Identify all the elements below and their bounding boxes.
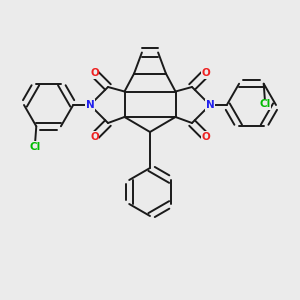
Text: Cl: Cl bbox=[29, 142, 40, 152]
Text: O: O bbox=[201, 68, 210, 79]
Text: N: N bbox=[85, 100, 94, 110]
Text: O: O bbox=[90, 131, 99, 142]
Text: N: N bbox=[206, 100, 214, 110]
Text: O: O bbox=[201, 131, 210, 142]
Text: O: O bbox=[90, 68, 99, 79]
Text: Cl: Cl bbox=[260, 99, 271, 109]
